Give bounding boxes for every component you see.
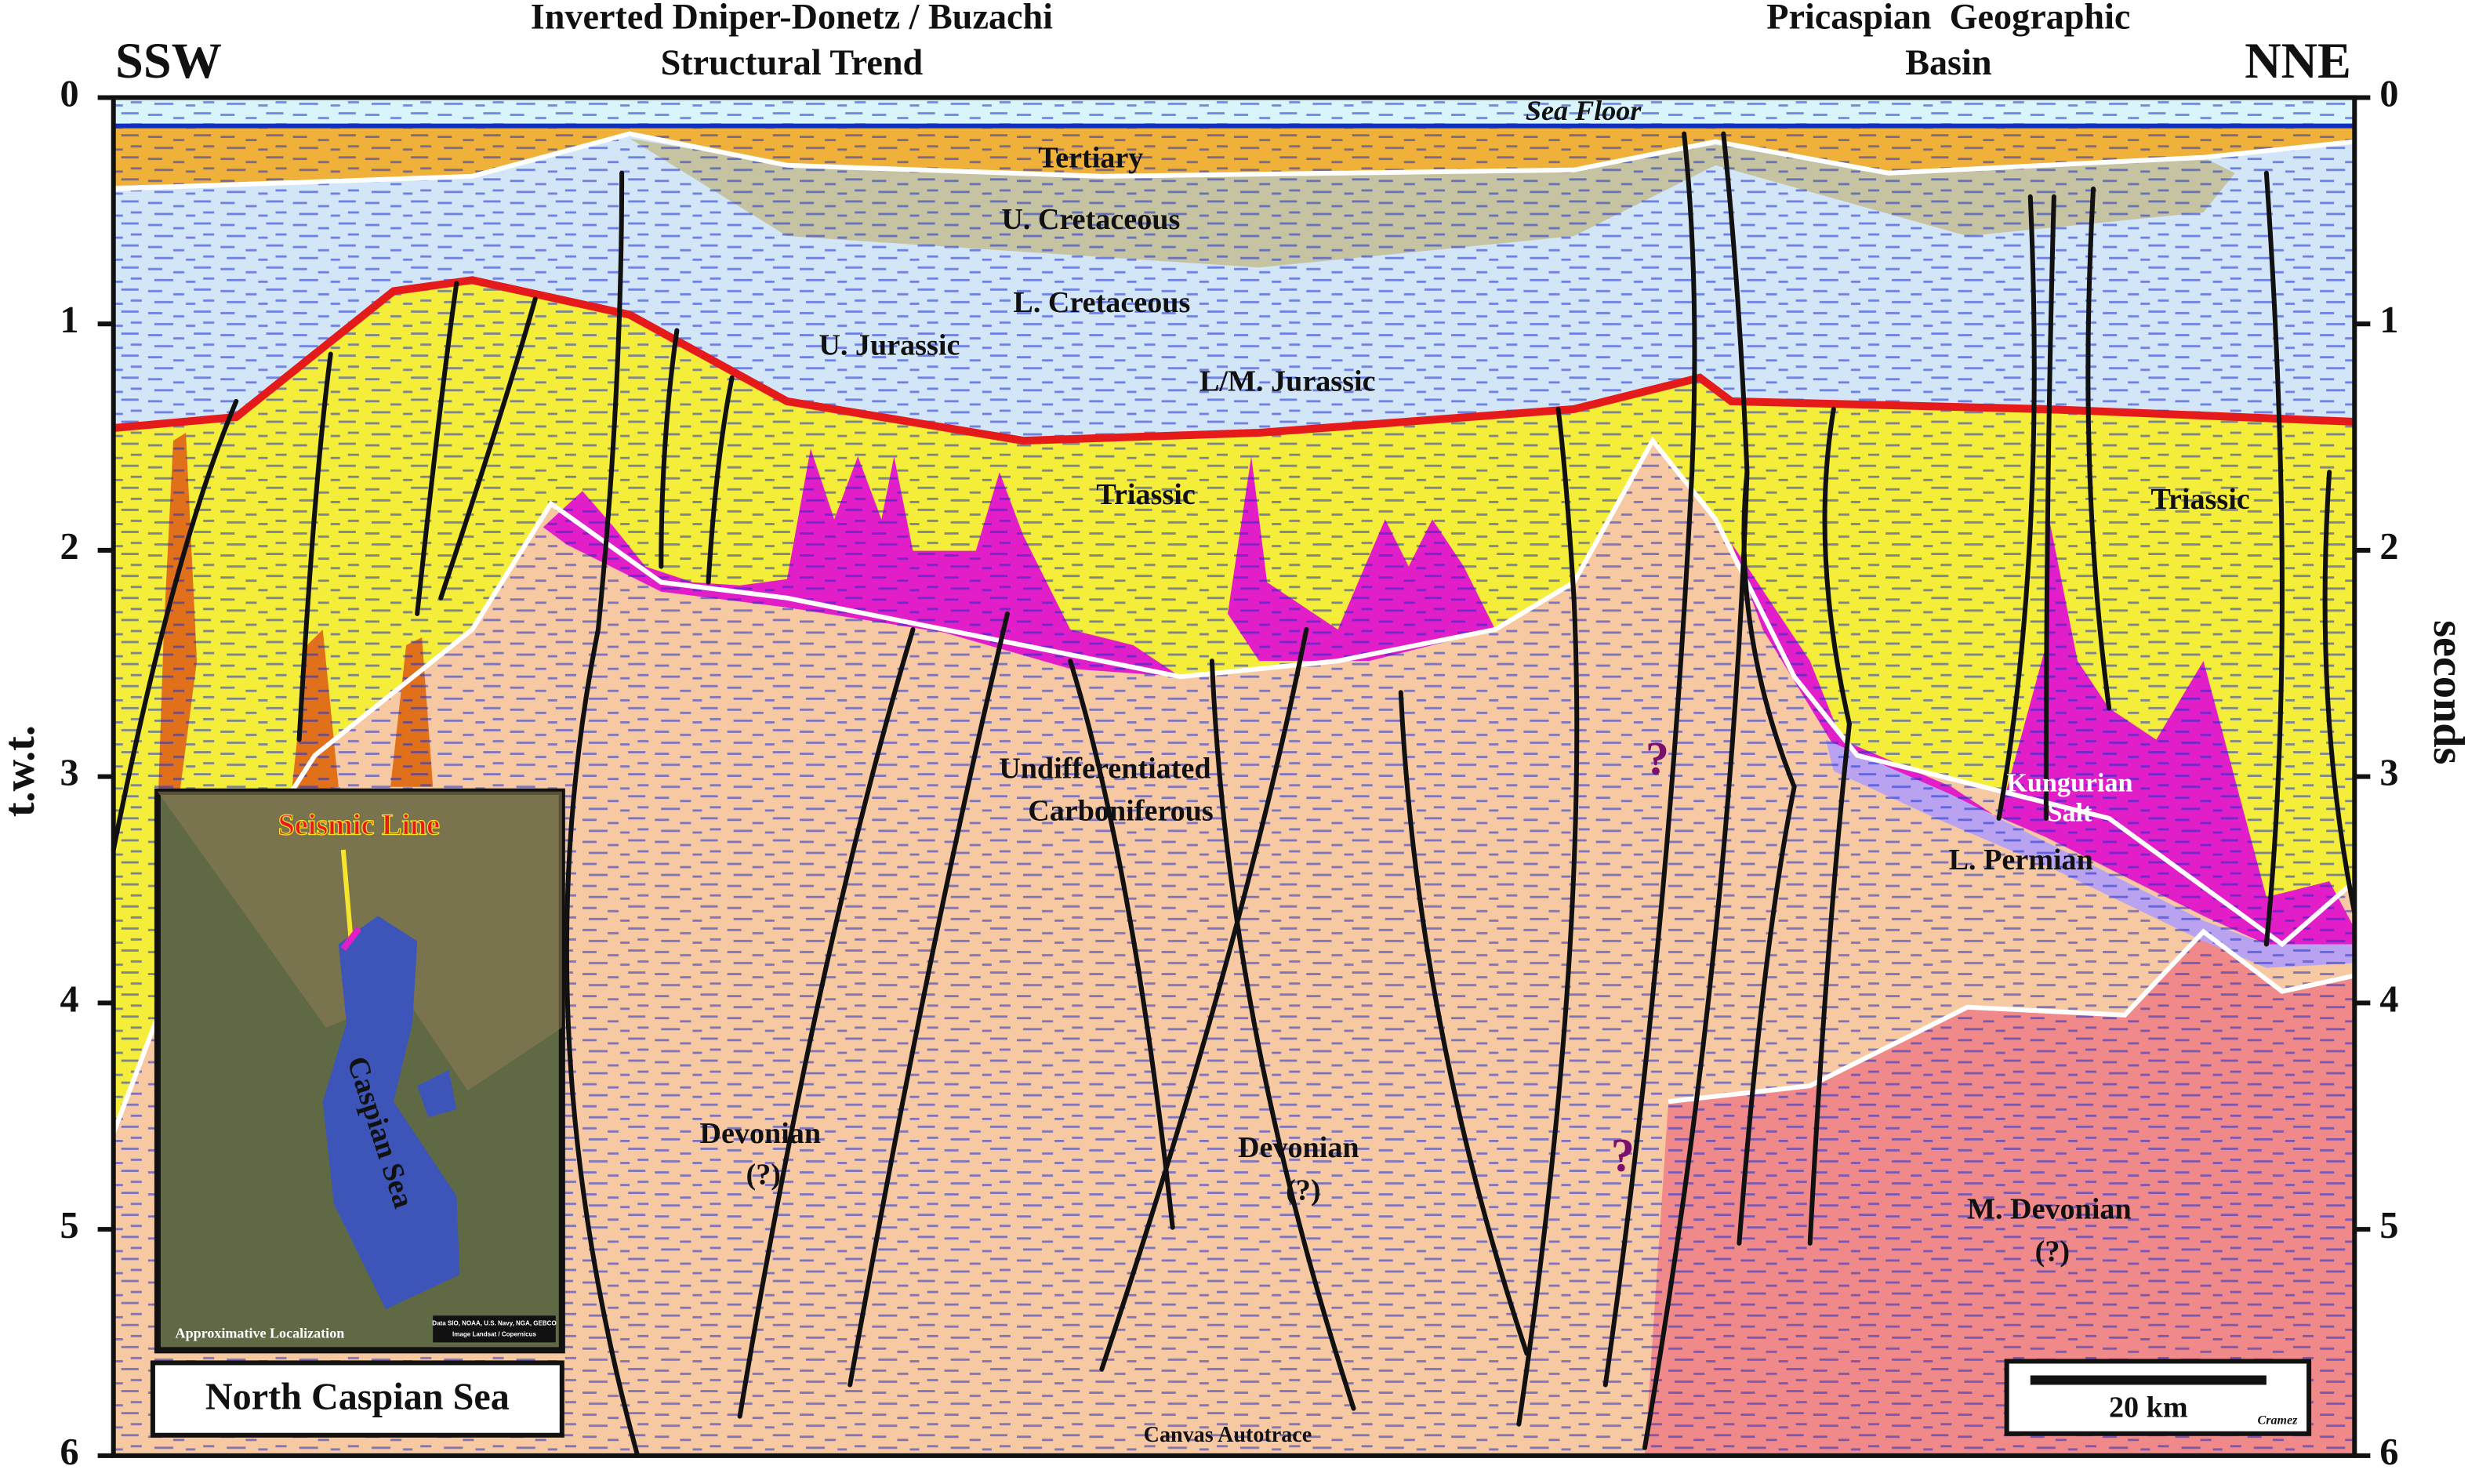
caspian-sea [322, 916, 460, 1310]
inset-label: Seismic Line [278, 809, 441, 842]
tick-label: 2 [60, 526, 78, 568]
tick-label: 1 [60, 299, 78, 341]
layer-label: U. Jurassic [818, 328, 960, 361]
scale-label: 20 km [2109, 1391, 2188, 1424]
layer-label: U. Cretaceous [1001, 203, 1180, 236]
fault [1068, 659, 1175, 1230]
seismic-line-location [340, 926, 362, 951]
fault [1398, 690, 1530, 1356]
section-title: Inverted Dniper-Donetz / Buzachi [531, 0, 1053, 37]
fault [1737, 470, 1797, 1246]
fault [1996, 194, 2037, 821]
section-body [111, 95, 2357, 1458]
tick-label: 0 [60, 74, 78, 115]
caption-box [150, 1360, 564, 1438]
base-cretaceous-unconformity [113, 276, 2355, 445]
layer-label: Kungurian [2006, 769, 2132, 798]
tick-label: 6 [2379, 1431, 2398, 1473]
layer-label: Tertiary [1038, 142, 1143, 175]
attribution: Data SIO, NOAA, U.S. Navy, NGA, GEBCO [432, 1319, 556, 1326]
tick-label: 0 [2379, 74, 2398, 115]
fault [2043, 194, 2056, 821]
tick-label: 2 [2379, 526, 2398, 568]
section-title: Structural Trend [661, 42, 924, 82]
inset-caption: North Caspian Sea [205, 1377, 510, 1418]
faults [111, 131, 2357, 1458]
layer-label: Undifferentiated [999, 752, 1210, 785]
fault [564, 170, 641, 1458]
fault [2322, 470, 2357, 916]
location-inset: Seismic Line Caspian Sea Approximative L… [150, 788, 565, 1438]
layer-label: Carboniferous [1028, 795, 1214, 828]
fault [415, 281, 459, 616]
fault [1602, 131, 1697, 1388]
fault [438, 296, 538, 600]
kara-bogaz [417, 1070, 457, 1118]
time-axes: 0 0 1 1 2 2 3 3 4 4 5 5 6 6 [60, 74, 2398, 1473]
section-title: Basin [1905, 42, 1991, 82]
pointer [340, 849, 354, 942]
section-title: Pricaspian Geographic [1766, 0, 2130, 37]
layer-label: Devonian [1238, 1131, 1359, 1164]
axis-title: seconds [2424, 620, 2468, 764]
layer-label: (?) [746, 1158, 781, 1191]
attribution: Image Landsat / Copernicus [452, 1330, 536, 1337]
tick-label: 5 [60, 1205, 78, 1246]
fault [737, 626, 916, 1419]
layer-label: M. Devonian [1967, 1192, 2132, 1225]
layer-label: Sea Floor [1526, 95, 1642, 126]
layer-label: Triassic [1096, 478, 1195, 511]
layer-label: L. Permian [1949, 844, 2093, 876]
fault [1209, 659, 1356, 1411]
question-mark: ? [1611, 1129, 1635, 1181]
scale-box [2004, 1359, 2312, 1436]
fault [847, 611, 1010, 1388]
tick-label: 3 [60, 753, 78, 794]
layer-label: Triassic [2150, 483, 2249, 516]
fault [2085, 186, 2112, 711]
fault [1642, 131, 1750, 1450]
fault [1099, 626, 1309, 1372]
tick-label: 6 [60, 1431, 78, 1473]
layer-label: L/M. Jurassic [1200, 365, 1376, 398]
question-mark: ? [1646, 732, 1669, 785]
inset-note: Approximative Localization [176, 1325, 345, 1341]
tick-label: 4 [2379, 978, 2398, 1020]
direction-label: SSW [115, 33, 222, 89]
tick-label: 3 [2379, 753, 2398, 794]
author: Cramez [2258, 1413, 2299, 1427]
fault [2263, 170, 2285, 947]
fault [111, 398, 239, 853]
base-tertiary [113, 131, 2355, 191]
fault [706, 375, 735, 585]
tick-label: 4 [60, 978, 78, 1020]
direction-label: NNE [2245, 33, 2351, 89]
fault [659, 328, 680, 569]
credit: Canvas Autotrace [1144, 1423, 1312, 1447]
layer-label: Devonian [699, 1117, 821, 1150]
layer-label: (?) [2035, 1235, 2070, 1268]
tick-label: 1 [2379, 299, 2398, 341]
top-m-devonian [1668, 928, 2355, 1105]
layer-label: L. Cretaceous [1013, 286, 1190, 319]
fault [1516, 406, 1580, 1427]
fault [1807, 406, 1852, 1246]
attribution-box [433, 1315, 556, 1343]
fault [296, 351, 333, 742]
layer-label: (?) [1286, 1174, 1320, 1206]
scale-bar: 20 km Cramez [2004, 1359, 2312, 1436]
layer-label: Salt [2048, 799, 2093, 828]
tick-label: 5 [2379, 1205, 2398, 1246]
base-triassic [111, 436, 2357, 1134]
axis-title: t.w.t. [0, 725, 44, 817]
